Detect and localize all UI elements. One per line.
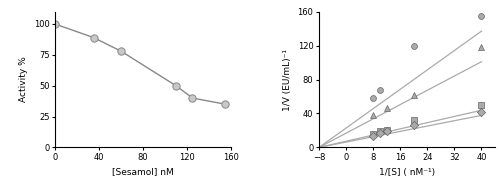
Y-axis label: Activity %: Activity % [19, 57, 28, 102]
Point [410, 93, 418, 96]
Point [90, 36, 98, 39]
X-axis label: [Sesamol] nM: [Sesamol] nM [112, 168, 174, 177]
Point [410, 44, 418, 47]
Point [51, 23, 59, 26]
Point [410, 119, 418, 122]
Point [478, 103, 486, 107]
Point [376, 132, 384, 135]
Point [382, 107, 390, 110]
X-axis label: 1/[S] ( nM⁻¹): 1/[S] ( nM⁻¹) [379, 168, 435, 177]
Point [369, 134, 377, 137]
Point [478, 46, 486, 49]
Point [382, 128, 390, 131]
Point [369, 97, 377, 100]
Point [222, 103, 230, 106]
Y-axis label: 1/V (EU/mL)⁻¹: 1/V (EU/mL)⁻¹ [283, 48, 292, 111]
Point [376, 130, 384, 133]
Point [369, 132, 377, 135]
Point [478, 14, 486, 17]
Point [369, 114, 377, 117]
Point [478, 110, 486, 113]
Point [172, 84, 180, 87]
Point [382, 130, 390, 133]
Point [117, 50, 125, 53]
Point [410, 123, 418, 126]
Point [188, 96, 196, 100]
Point [376, 88, 384, 91]
